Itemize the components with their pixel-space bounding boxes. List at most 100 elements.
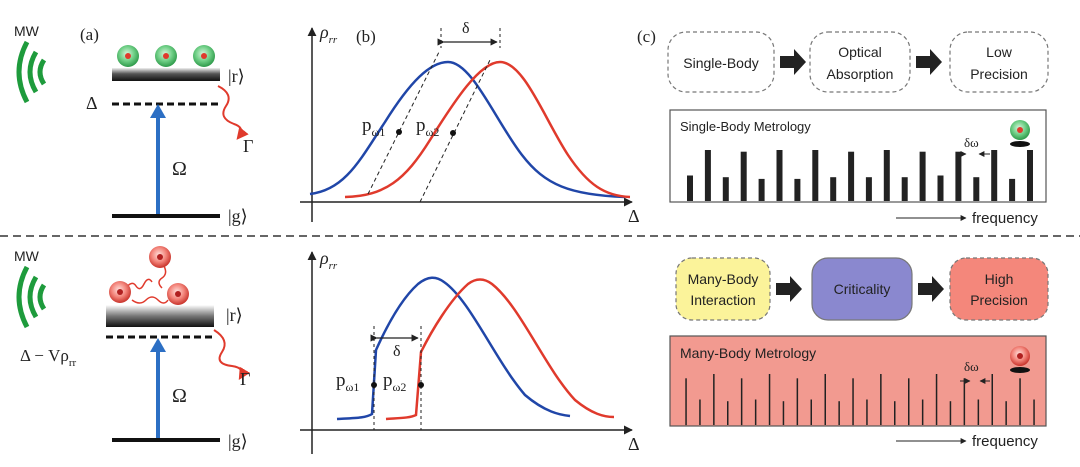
mw-waves-bottom	[16, 265, 47, 329]
spectrum-bottom-bar-20	[949, 401, 952, 425]
decay-arrow-bottom	[213, 329, 251, 381]
spectrum-top-bar-18	[991, 150, 998, 201]
excited-label-top: |r⟩	[228, 66, 245, 86]
spectrum-bottom-bar-23	[991, 374, 993, 425]
mw-waves-top	[16, 40, 47, 104]
rabi-label-top: Ω	[172, 158, 187, 180]
ylabel-bottom: ρrr	[319, 248, 338, 272]
point-label-top-2: pω2	[416, 115, 439, 139]
spectrum-bottom-bar-19	[935, 374, 938, 425]
spectrum-top-bar-1	[687, 175, 693, 201]
point-label-top-1: pω1	[362, 115, 385, 139]
spectrum-top-atom	[1010, 120, 1030, 147]
xlabel-top: Δ	[628, 206, 640, 226]
mw-label-top: MW	[14, 23, 40, 39]
shift-label-bottom: δ	[393, 343, 401, 360]
spectrum-bottom-title: Many-Body Metrology	[680, 345, 816, 361]
excited-level-bottom	[106, 305, 214, 327]
spectrum-bottom-bar-15	[880, 374, 882, 425]
panel-label-a: (a)	[80, 25, 99, 44]
curve-bottom-red	[385, 278, 615, 421]
rabi-label-bottom: Ω	[172, 385, 187, 407]
excited-label-bottom: |r⟩	[226, 305, 243, 325]
detuning-label-bottom: Δ − Vρrr	[20, 346, 77, 369]
spectrum-bottom-axis: frequency	[972, 433, 1038, 450]
curve-bottom-blue	[336, 276, 571, 421]
spectrum-bottom-bar-9	[796, 378, 799, 426]
detuning-label-top: Δ	[86, 93, 98, 113]
plot-top	[300, 27, 633, 222]
spectrum-top-bar-11	[865, 177, 872, 201]
spectrum-bottom-bar-18	[921, 399, 924, 425]
spectrum-bottom-bar-5	[740, 378, 743, 426]
spectrum-bottom-bar-2	[699, 399, 701, 425]
flow-bottom-box-1: Many-Body Interaction	[688, 271, 759, 308]
decay-label-top: Γ	[243, 136, 253, 156]
spectrum-top-bar-13	[901, 177, 908, 201]
spectrum-bottom-bar-26	[1033, 399, 1035, 425]
spectrum-top-bar-20	[1027, 150, 1033, 201]
spectrum-bottom-bar-7	[768, 374, 771, 425]
spectrum-bottom-delta: δω	[964, 359, 979, 374]
flow-bottom-box-3: High Precision	[970, 271, 1028, 308]
svg-text:Δ − Vρrr: Δ − Vρrr	[20, 346, 77, 369]
spectrum-bottom-bar-17	[908, 378, 910, 426]
point-top-2	[450, 130, 456, 136]
decay-label-bottom: Γ	[240, 369, 250, 389]
xlabel-bottom: Δ	[628, 434, 640, 454]
mw-label-bottom: MW	[14, 248, 40, 264]
point-bottom-2	[418, 382, 424, 388]
panel-label-c: (c)	[637, 27, 656, 46]
tangent-top-1	[367, 49, 441, 195]
spectrum-top-delta: δω	[964, 135, 979, 150]
spectrum-bottom-bar-22	[977, 399, 980, 425]
spectrum-bottom-bar-4	[727, 401, 729, 425]
spectrum-bottom-bar-14	[866, 399, 868, 425]
spectrum-top-bar-16	[955, 151, 962, 201]
decay-arrow-top	[217, 85, 249, 140]
point-label-bottom-2: pω2	[383, 370, 406, 394]
ground-label-bottom: |g⟩	[228, 431, 248, 451]
shift-label-top: δ	[462, 20, 470, 37]
flow-bottom-box-2: Criticality	[834, 281, 891, 297]
point-top-1	[396, 129, 402, 135]
spectrum-bottom-atom	[1010, 346, 1030, 373]
drive-arrowhead-bottom	[150, 338, 166, 352]
spectrum-top-bar-17	[973, 177, 980, 201]
spectrum-bottom-bar-1	[685, 378, 687, 426]
flow-bottom	[675, 257, 1049, 321]
spectrum-bottom-bar-25	[1019, 378, 1021, 426]
spectrum-bottom-bar-13	[852, 378, 854, 426]
spectrum-top-bar-2	[704, 150, 711, 201]
spectrum-top-bar-14	[919, 151, 926, 201]
flow-top-box-3: Low Precision	[970, 44, 1028, 82]
curve-top-red	[344, 60, 631, 199]
curve-top-blue	[309, 60, 626, 199]
drive-arrowhead-top	[150, 104, 166, 118]
spectrum-top-title: Single-Body Metrology	[680, 119, 811, 134]
spectrum-bottom-bar-8	[782, 401, 785, 425]
flow-top	[667, 31, 1049, 93]
spectrum-top-bar-8	[812, 150, 819, 201]
spectrum-bottom-bar-3	[713, 374, 715, 425]
atoms-bottom	[109, 246, 189, 305]
spectrum-bottom-bar-11	[824, 374, 826, 425]
atoms-top	[117, 45, 215, 67]
point-bottom-1	[371, 382, 377, 388]
spectrum-top-bar-7	[794, 178, 801, 201]
panel-label-b: (b)	[356, 27, 376, 46]
spectrum-top-bar-9	[830, 177, 837, 201]
spectrum-top-bar-12	[883, 150, 890, 201]
spectrum-top-bar-3	[722, 177, 729, 201]
flow-top-box-1: Single-Body	[683, 55, 759, 71]
spectrum-bottom-bar-10	[810, 399, 812, 425]
spectrum-top-bar-10	[848, 151, 855, 201]
spectrum-top-bar-4	[740, 151, 747, 201]
ground-label-top: |g⟩	[228, 206, 248, 226]
spectrum-bottom-bar-24	[1005, 401, 1007, 425]
ylabel-top: ρrr	[319, 22, 338, 46]
point-label-bottom-1: pω1	[336, 370, 359, 394]
spectrum-bottom-bar-21	[963, 378, 966, 426]
spectrum-top-bar-15	[937, 175, 944, 201]
